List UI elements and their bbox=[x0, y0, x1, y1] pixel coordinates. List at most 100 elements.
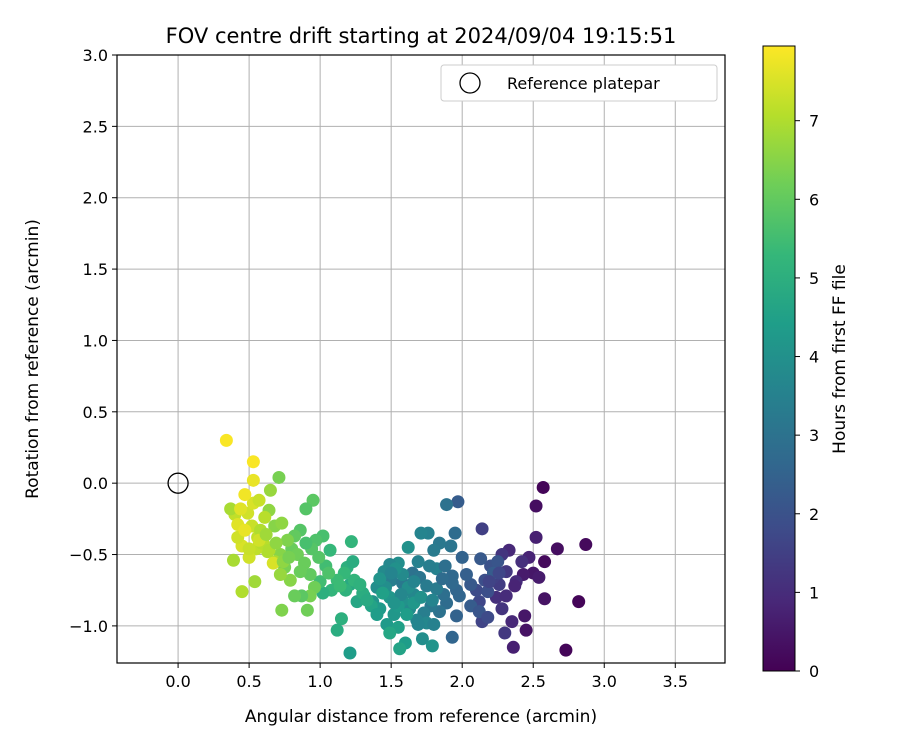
data-point-25 bbox=[498, 626, 512, 640]
data-point-150 bbox=[299, 502, 313, 516]
data-point-104 bbox=[423, 559, 437, 573]
data-point-169 bbox=[258, 510, 272, 524]
data-point-148 bbox=[300, 603, 314, 617]
data-point-181 bbox=[219, 433, 233, 447]
data-point-98 bbox=[481, 585, 495, 599]
data-point-110 bbox=[373, 572, 387, 586]
y-tick-label-6: 2.0 bbox=[83, 189, 108, 208]
x-axis-label: Angular distance from reference (arcmin) bbox=[245, 707, 597, 727]
x-tick-label-7: 3.5 bbox=[663, 672, 688, 691]
data-point-151 bbox=[272, 470, 286, 484]
data-point-37 bbox=[495, 602, 509, 616]
data-point-102 bbox=[445, 576, 459, 590]
data-point-202 bbox=[376, 586, 390, 600]
data-point-7 bbox=[538, 592, 552, 606]
data-point-199 bbox=[333, 579, 347, 593]
data-point-159 bbox=[283, 573, 297, 587]
data-point-93 bbox=[427, 617, 441, 631]
data-point-113 bbox=[400, 607, 414, 621]
data-point-91 bbox=[393, 642, 407, 656]
data-point-136 bbox=[299, 536, 313, 550]
data-point-57 bbox=[420, 579, 434, 593]
data-point-116 bbox=[425, 593, 439, 607]
data-point-176 bbox=[224, 502, 238, 516]
data-point-10 bbox=[529, 530, 543, 544]
data-point-120 bbox=[344, 535, 358, 549]
legend-entry-reference-platepar: Reference platepar bbox=[507, 74, 660, 93]
chart-title: FOV centre drift starting at 2024/09/04 … bbox=[166, 24, 677, 48]
data-point-187 bbox=[248, 575, 262, 589]
data-point-94 bbox=[411, 617, 425, 631]
data-point-197 bbox=[312, 550, 326, 564]
data-point-35 bbox=[499, 589, 513, 603]
reference-platepar-marker bbox=[167, 472, 189, 494]
data-point-5 bbox=[550, 542, 564, 556]
data-point-147 bbox=[275, 603, 289, 617]
data-point-40 bbox=[455, 550, 469, 564]
data-point-0 bbox=[536, 480, 550, 494]
data-point-106 bbox=[407, 575, 421, 589]
data-point-200 bbox=[353, 578, 367, 592]
colorbar: 0 1 2 3 4 5 6 7 Hours from first FF file bbox=[762, 45, 850, 681]
data-point-203 bbox=[370, 607, 384, 621]
data-point-142 bbox=[303, 568, 317, 582]
data-point-14 bbox=[519, 623, 533, 637]
data-point-195 bbox=[282, 550, 296, 564]
y-tick-label-2: 0.0 bbox=[83, 474, 108, 493]
data-point-119 bbox=[387, 596, 401, 610]
data-point-90 bbox=[343, 646, 357, 660]
data-point-149 bbox=[306, 493, 320, 507]
data-point-183 bbox=[238, 523, 252, 537]
colorbar-label: Hours from first FF file bbox=[830, 264, 850, 454]
data-point-168 bbox=[252, 493, 266, 507]
data-point-43 bbox=[448, 526, 462, 540]
y-axis-label: Rotation from reference (arcmin) bbox=[23, 219, 43, 499]
data-point-122 bbox=[346, 555, 360, 569]
data-point-3 bbox=[579, 538, 593, 552]
data-point-75 bbox=[445, 630, 459, 644]
colorbar-tick-label-7: 7 bbox=[809, 112, 819, 131]
data-point-13 bbox=[518, 609, 532, 623]
colorbar-tick-label-5: 5 bbox=[809, 269, 819, 288]
data-point-97 bbox=[481, 610, 495, 624]
data-point-146 bbox=[288, 589, 302, 603]
data-point-101 bbox=[452, 589, 466, 603]
data-point-204 bbox=[383, 626, 397, 640]
data-point-41 bbox=[451, 495, 465, 509]
data-point-193 bbox=[269, 536, 283, 550]
data-point-103 bbox=[435, 572, 449, 586]
x-axis-ticks: 0.0 0.5 1.0 1.5 2.0 2.5 3.0 3.5 bbox=[165, 663, 688, 691]
data-point-115 bbox=[414, 590, 428, 604]
data-point-155 bbox=[275, 516, 289, 530]
legend-marker-open-circle bbox=[459, 72, 481, 94]
x-tick-label-5: 2.5 bbox=[520, 672, 545, 691]
data-point-36 bbox=[508, 579, 522, 593]
data-point-117 bbox=[394, 587, 408, 601]
data-point-190 bbox=[242, 542, 256, 556]
data-point-196 bbox=[293, 565, 307, 579]
plot-frame bbox=[116, 54, 726, 664]
reference-marker bbox=[167, 472, 189, 494]
colorbar-tick-label-1: 1 bbox=[809, 583, 819, 602]
data-point-118 bbox=[384, 566, 398, 580]
data-point-18 bbox=[515, 555, 529, 569]
y-tick-label-0: −1.0 bbox=[69, 617, 108, 636]
data-point-189 bbox=[226, 553, 240, 567]
data-point-198 bbox=[322, 566, 336, 580]
x-tick-label-6: 3.0 bbox=[592, 672, 617, 691]
data-point-201 bbox=[360, 593, 374, 607]
data-point-186 bbox=[266, 556, 280, 570]
data-point-1 bbox=[529, 499, 543, 513]
data-point-46 bbox=[427, 543, 441, 557]
data-point-9 bbox=[532, 570, 546, 584]
x-tick-label-4: 2.0 bbox=[449, 672, 474, 691]
data-point-15 bbox=[506, 640, 520, 654]
data-point-74 bbox=[425, 639, 439, 653]
colorbar-tick-label-2: 2 bbox=[809, 505, 819, 524]
colorbar-ticks: 0 1 2 3 4 5 6 7 bbox=[795, 112, 819, 681]
data-point-4 bbox=[559, 643, 573, 657]
y-tick-label-8: 3.0 bbox=[83, 46, 108, 65]
data-point-76 bbox=[450, 609, 464, 623]
